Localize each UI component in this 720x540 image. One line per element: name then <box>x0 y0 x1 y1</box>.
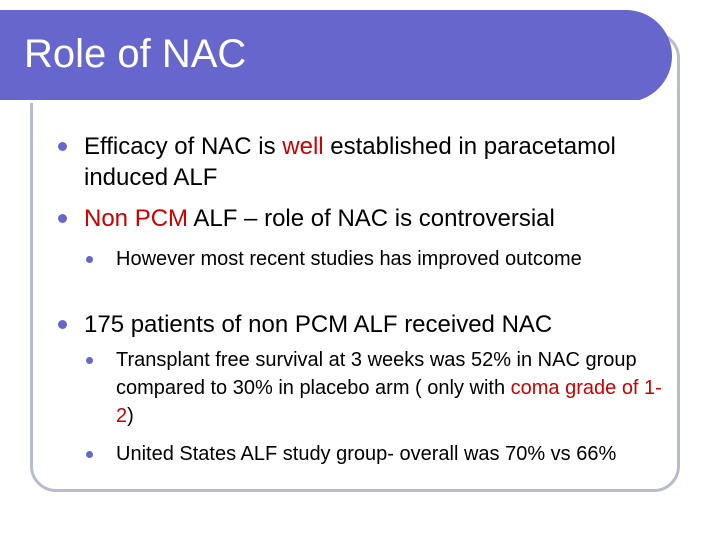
bullet-text: United States ALF study group- overall w… <box>116 443 617 465</box>
bullet-text: 175 patients of non PCM ALF received NAC <box>84 311 553 338</box>
bullet-text: Efficacy of NAC is <box>84 133 283 160</box>
highlight-text: coma grade of 1-2 <box>116 377 662 427</box>
sub-bullet-item: United States ALF study group- overall w… <box>86 440 666 468</box>
bullet-icon <box>58 214 67 223</box>
bullet-text: However most recent studies has improved… <box>116 248 582 270</box>
bullet-text: Transplant free survival at 3 weeks was … <box>116 349 637 399</box>
title-underline <box>0 100 640 103</box>
bullet-icon <box>58 142 67 151</box>
highlight-text: Non PCM <box>84 205 189 232</box>
bullet-icon <box>86 256 93 263</box>
bullet-item: Non PCM ALF – role of NAC is controversi… <box>58 203 654 234</box>
bullet-item: 175 patients of non PCM ALF received NAC <box>58 309 654 340</box>
sub-bullet-item: However most recent studies has improved… <box>86 245 666 273</box>
bullet-text: ALF – role of NAC is controversial <box>188 205 555 232</box>
bullet-icon <box>58 320 67 329</box>
bullet-item: Efficacy of NAC is well established in p… <box>58 131 654 193</box>
bullet-icon <box>86 451 93 458</box>
title-bar <box>0 10 672 103</box>
slide-title: Role of NAC <box>24 32 247 76</box>
bullet-icon <box>86 357 93 364</box>
sub-bullet-item: Transplant free survival at 3 weeks was … <box>86 346 666 430</box>
highlight-text: well <box>282 133 324 160</box>
bullet-text: ) <box>127 405 134 427</box>
slide-frame <box>30 32 680 492</box>
bullet-text: established in paracetamol induced ALF <box>84 133 616 191</box>
